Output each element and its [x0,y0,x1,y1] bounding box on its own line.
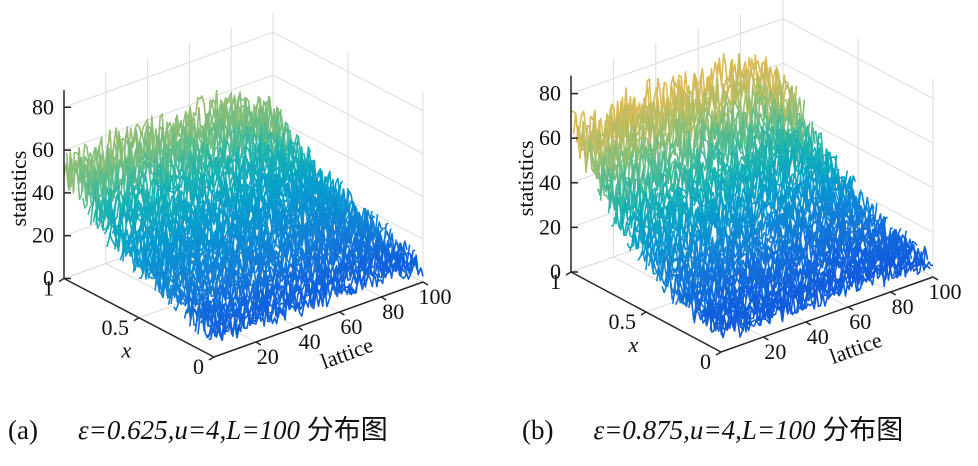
panel-label-a: (a) [8,415,38,445]
surface-line [647,186,862,272]
caption-b: (b) ε=0.875,u=4,L=100 分布图 [522,408,903,447]
surface-line [653,190,867,282]
surface-line [71,96,282,193]
lattice-tick-mark [255,341,262,346]
caption-b-text: 分布图 [822,415,904,445]
z-tick-label: 20 [32,223,54,248]
z-tick-label: 0 [550,259,561,284]
x-tick-label: 1 [43,276,54,301]
surface-line [162,209,373,299]
lattice-tick-label: 40 [299,329,321,354]
x-tick-label: 0 [700,349,711,374]
caption-b-params: ε=0.875,u=4,L=100 [593,415,816,445]
surface-line [111,160,322,252]
lattice-tick-label: 80 [382,299,404,324]
lattice-tick-mark [422,281,429,286]
z-tick-label: 60 [539,125,561,150]
surface-line [167,214,379,305]
y-axis-label: x [628,332,639,357]
lattice-tick-mark [380,296,387,301]
surface-line [194,242,406,333]
lattice-axis-line [213,281,424,358]
surface-line [586,85,800,177]
y-axis-label: x [121,338,132,363]
x-tick-label: 0 [193,354,204,379]
x-tick-label: 0.5 [102,315,130,340]
x-tick-mark [640,311,647,316]
z-tick-label: 0 [43,266,54,291]
x-tick-labels: 20 40 60 80 100 [257,284,452,369]
surface-line [602,113,816,208]
surface-line [693,230,907,324]
lattice-tick-mark [805,321,812,326]
y-tick-labels: 00.51 [550,269,711,374]
surface-lines [63,89,424,341]
x-tick-mark [133,317,140,322]
x-tick-mark [58,277,65,283]
surface-line [208,254,419,341]
y-tick-labels: 00.51 [43,276,204,380]
axes [58,90,429,361]
surface-line [210,254,422,341]
surface-line [615,137,830,231]
surface-line [688,228,902,315]
x-tick-mark [565,271,572,276]
x-tick-labels: 20 40 60 80 100 [764,279,961,364]
lattice-axis-line [720,276,934,353]
x-tick-mark [208,356,215,361]
lattice-tick-mark [763,336,769,341]
grid-line [570,18,784,95]
z-tick-labels: 0 20 40 60 80 [32,94,54,290]
surface-line [108,157,319,248]
surface-line [213,256,424,341]
surface-line [717,252,931,333]
surface-lines [570,52,934,339]
lattice-tick-mark [339,311,345,316]
lattice-tick-label: 20 [257,344,279,369]
z-tick-labels: 0 20 40 60 80 [539,81,561,284]
caption-a: (a) ε=0.625,u=4,L=100 分布图 [8,408,388,447]
z-tick-label: 60 [32,137,54,162]
lattice-tick-mark [890,291,896,296]
z-tick-label: 20 [539,214,561,239]
lattice-tick-label: 60 [340,314,362,339]
z-axis-label: statistics [513,140,538,216]
z-tick-label: 80 [539,81,561,106]
z-axis-label: statistics [6,151,31,227]
grid-line [63,74,274,151]
surface-line [65,91,277,190]
z-tick-label: 80 [32,94,54,119]
panel-label-b: (b) [522,415,554,445]
surface-line [591,90,806,190]
lattice-tick-mark [297,326,303,331]
axes [565,75,939,356]
x-tick-label: 0.5 [609,309,637,334]
grid-line [63,31,274,108]
caption-a-params: ε=0.625,u=4,L=100 [77,415,301,445]
lattice-tick-mark [932,276,939,281]
z-tick-label: 40 [539,170,561,195]
lattice-tick-label: 80 [892,294,914,319]
lattice-tick-label: 100 [929,279,962,304]
surface-line [589,84,803,182]
surface-line [183,233,395,321]
lattice-tick-label: 60 [849,309,871,334]
lattice-tick-mark [847,306,854,311]
caption-a-text: 分布图 [306,415,388,445]
x-tick-mark [715,351,722,356]
lattice-tick-label: 20 [764,339,786,364]
x-tick-label: 1 [550,269,561,294]
z-tick-label: 40 [32,180,54,205]
surface-line [720,256,934,339]
lattice-tick-label: 100 [419,284,452,309]
lattice-tick-label: 40 [807,324,829,349]
